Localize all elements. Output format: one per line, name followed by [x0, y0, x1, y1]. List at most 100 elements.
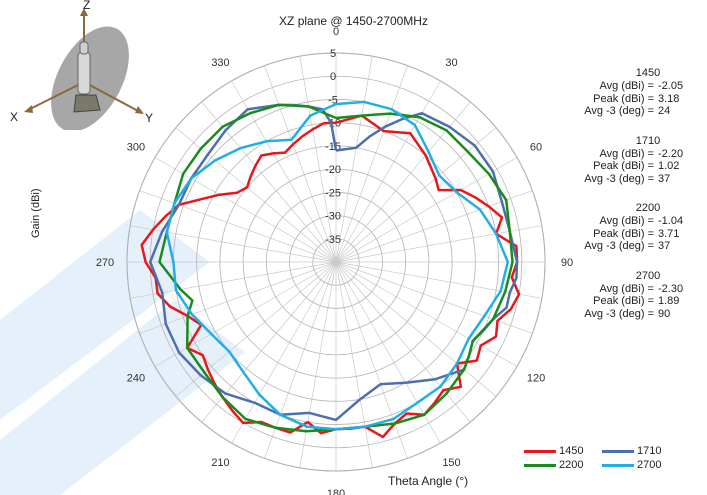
series-line-1710	[148, 103, 519, 422]
polar-spoke	[231, 261, 337, 444]
angle-tick-label: 30	[445, 57, 457, 69]
stat-value: 37	[658, 172, 671, 185]
polar-ring	[265, 191, 407, 333]
stat-label: Peak (dBi) =	[593, 92, 654, 105]
chart-title: XZ plane @ 1450-2700MHz	[279, 14, 428, 28]
polar-spoke	[130, 225, 337, 263]
radial-tick-label: -30	[325, 211, 341, 223]
legend-label: 1710	[637, 445, 662, 457]
polar-spoke	[335, 127, 497, 263]
polar-spoke	[335, 225, 542, 263]
stat-label: Avg -3 (deg) =	[584, 307, 654, 320]
stat-row-avg3: Avg -3 (deg) = 90	[560, 308, 700, 321]
polar-spoke	[335, 261, 542, 299]
polar-spoke	[335, 190, 533, 263]
stat-row-peak: Peak (dBi) = 1.02	[560, 160, 700, 173]
polar-ring	[289, 215, 383, 309]
stat-row-avg: Avg (dBi) = -1.04	[560, 215, 700, 228]
stat-label: Peak (dBi) =	[593, 160, 654, 172]
legend-item-1710: 1710	[602, 445, 680, 457]
stat-row-peak: Peak (dBi) = 1.89	[560, 295, 700, 308]
radial-tick-label: 0	[330, 71, 336, 83]
stat-label: Avg (dBi) =	[599, 282, 654, 295]
angle-tick-label: 300	[127, 142, 145, 154]
stat-block-2200: 2200 Avg (dBi) = -1.04 Peak (dBi) = 3.71 Avg …	[560, 201, 700, 253]
polar-ring	[312, 238, 360, 286]
stat-row-avg: Avg (dBi) = -2.20	[560, 148, 700, 161]
polar-spoke	[201, 261, 337, 423]
polar-ring	[126, 52, 546, 472]
stat-frequency: 1450	[635, 67, 661, 79]
stat-row-avg: Avg (dBi) = -2.30	[560, 283, 700, 296]
radial-tick-label: -35	[325, 234, 341, 246]
polar-spoke	[335, 65, 408, 263]
polar-spoke	[175, 261, 337, 397]
polar-spoke	[335, 261, 518, 367]
polar-spoke	[335, 157, 518, 263]
stat-value: 1.02	[658, 160, 680, 172]
polar-spoke	[201, 101, 337, 263]
stat-value: -2.05	[658, 80, 684, 92]
angle-tick-label: 210	[211, 457, 229, 469]
stat-row-avg3: Avg -3 (deg) = 37	[560, 240, 700, 253]
stat-value: 3.71	[658, 227, 680, 240]
legend-item-2700: 2700	[602, 459, 680, 471]
angle-tick-label: 270	[96, 257, 114, 269]
polar-spoke	[335, 261, 373, 468]
stat-value: -1.04	[658, 215, 684, 227]
polar-spoke	[139, 261, 337, 334]
antenna-orientation-icon: Z X Y	[6, 0, 156, 135]
y-axis-letter: Y	[145, 111, 154, 125]
polar-spoke	[264, 261, 337, 459]
stat-frequency: 2700	[635, 269, 661, 282]
stat-frequency: 1710	[635, 134, 661, 147]
polar-spoke	[231, 80, 337, 263]
stat-value: -2.30	[658, 282, 684, 295]
polar-spoke	[335, 261, 471, 423]
legend-label: 1450	[559, 445, 584, 457]
antenna-orientation-graphic	[24, 8, 144, 132]
polar-spoke	[139, 190, 337, 263]
stat-value: -2.20	[658, 147, 684, 160]
stat-label: Avg (dBi) =	[599, 215, 654, 227]
polar-spoke	[299, 261, 337, 468]
stat-label: Peak (dBi) =	[593, 227, 654, 240]
stat-row-avg3: Avg -3 (deg) = 24	[560, 105, 700, 118]
polar-spoke	[264, 65, 337, 263]
radial-tick-label: 5	[330, 48, 336, 60]
polar-spoke	[154, 157, 337, 263]
x-axis-label: Theta Angle (°)	[388, 474, 469, 488]
angle-tick-label: 330	[211, 57, 229, 69]
stat-value: 37	[658, 240, 671, 252]
polar-spoke	[335, 80, 441, 263]
radial-tick-label: -5	[328, 94, 338, 106]
stat-label: Avg -3 (deg) =	[584, 172, 654, 185]
stat-label: Avg -3 (deg) =	[584, 240, 654, 252]
series-line-2700	[165, 100, 510, 431]
series-line-1450	[140, 114, 521, 439]
statistics-panel: 1450 Avg (dBi) = -2.05 Peak (dBi) = 3.18 Avg …	[560, 66, 700, 336]
stat-row-avg: Avg (dBi) = -2.05	[560, 80, 700, 93]
legend-swatch	[602, 463, 634, 467]
polar-spoke	[335, 261, 441, 444]
angle-tick-label: 0	[333, 26, 339, 38]
legend-item-2200: 2200	[524, 459, 602, 471]
stat-row-avg3: Avg -3 (deg) = 37	[560, 173, 700, 186]
stat-label: Peak (dBi) =	[593, 295, 654, 307]
stat-block-2700: 2700 Avg (dBi) = -2.30 Peak (dBi) = 1.89 Avg …	[560, 269, 700, 321]
stat-label: Avg (dBi) =	[599, 80, 654, 92]
legend-label: 2200	[559, 459, 584, 471]
stat-row-peak: Peak (dBi) = 3.18	[560, 93, 700, 106]
polar-spoke	[154, 261, 337, 367]
legend-swatch	[602, 449, 634, 453]
angle-tick-label: 150	[442, 457, 460, 469]
angle-tick-label: 240	[127, 373, 145, 385]
z-axis-letter: Z	[83, 0, 91, 12]
radial-tick-label: -20	[325, 164, 341, 176]
polar-spoke	[175, 127, 337, 263]
polar-spoke	[335, 261, 497, 397]
angle-tick-label: 180	[327, 488, 345, 495]
polar-spoke	[335, 56, 373, 263]
polar-spoke	[335, 261, 533, 334]
stat-label: Avg -3 (deg) =	[584, 105, 654, 117]
